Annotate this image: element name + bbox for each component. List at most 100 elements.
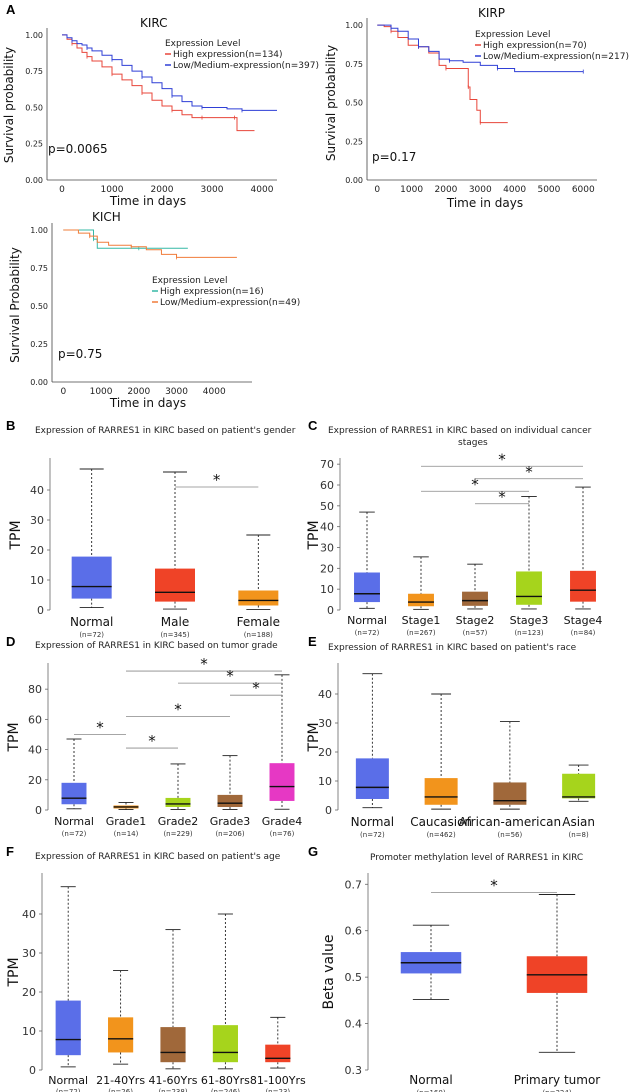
- sample-size-label: (n=188): [244, 631, 273, 639]
- y-tick-label: 40: [318, 688, 332, 701]
- y-axis-label: TPM: [8, 520, 24, 550]
- y-tick-label: 0.4: [345, 1018, 363, 1031]
- legend-entry-1: Low/Medium-expression(n=49): [160, 298, 300, 308]
- category-label: 41-60Yrs: [149, 1074, 198, 1087]
- box-21-40yrs: [108, 1017, 134, 1053]
- significance-star: *: [498, 488, 506, 506]
- sample-size-label: (n=76): [270, 830, 295, 838]
- category-label: Stage3: [510, 614, 549, 627]
- sample-size-label: (n=84): [571, 629, 596, 637]
- x-tick-label: 1000: [90, 387, 113, 397]
- significance-star: *: [96, 718, 104, 736]
- panel-label-d: D: [6, 634, 16, 649]
- panel-label-c: C: [308, 418, 318, 433]
- y-tick-label: 50: [320, 500, 334, 513]
- box-grade4: [269, 763, 295, 801]
- box-grade3: [217, 794, 243, 807]
- survival-curve-series-0: [377, 24, 508, 124]
- category-label: African-american: [459, 815, 561, 829]
- x-tick-label: 4000: [503, 185, 526, 195]
- category-label: 21-40Yrs: [96, 1074, 145, 1087]
- x-axis-label: Time in days: [446, 196, 523, 210]
- box-african-american: [493, 782, 527, 805]
- x-tick-label: 0: [59, 185, 65, 195]
- significance-star: *: [252, 679, 260, 697]
- sample-size-label: (n=8): [569, 831, 589, 839]
- sample-size-label: (n=72): [62, 830, 87, 838]
- panel-label-a: A: [6, 2, 16, 17]
- y-tick-label: 0.50: [25, 103, 43, 112]
- significance-star: *: [525, 463, 533, 481]
- chart-title: Promoter methylation level of RARRES1 in…: [370, 853, 583, 863]
- y-tick-label: 0: [29, 1064, 36, 1077]
- y-tick-label: 10: [318, 775, 332, 788]
- sample-size-label: (n=26): [108, 1088, 133, 1092]
- significance-star: *: [490, 877, 498, 895]
- y-axis-label: TPM: [6, 957, 22, 987]
- sample-size-label: (n=267): [406, 629, 435, 637]
- panel-label-g: G: [308, 844, 319, 859]
- box-stage4: [570, 570, 596, 602]
- box-grade2: [165, 797, 191, 807]
- x-tick-label: 1000: [101, 185, 124, 195]
- significance-star: *: [213, 471, 221, 489]
- x-tick-label: 2000: [435, 185, 458, 195]
- box-61-80yrs: [212, 1025, 238, 1063]
- box-stage1: [408, 593, 434, 607]
- y-tick-label: 0: [325, 804, 332, 817]
- y-tick-label: 40: [320, 521, 334, 534]
- x-tick-label: 2000: [127, 387, 150, 397]
- significance-star: *: [498, 450, 506, 468]
- chart-title: KIRC: [140, 16, 168, 30]
- legend-title: Expression Level: [165, 39, 240, 49]
- sample-size-label: (n=123): [514, 629, 543, 637]
- sample-size-label: (n=72): [56, 1088, 81, 1092]
- sample-size-label: (n=324): [542, 1089, 571, 1092]
- chart-title: Expression of RARRES1 in KIRC based on t…: [35, 641, 278, 651]
- category-label: Normal: [351, 815, 394, 829]
- sample-size-label: (n=72): [355, 629, 380, 637]
- category-label: Male: [161, 615, 189, 629]
- y-tick-label: 40: [30, 484, 44, 497]
- p-value-label: p=0.75: [58, 347, 102, 361]
- category-label: Normal: [409, 1073, 452, 1087]
- x-tick-label: 5000: [537, 185, 560, 195]
- y-tick-label: 30: [318, 717, 332, 730]
- legend-entry-0: High expression(n=70): [483, 41, 587, 51]
- sample-size-label: (n=229): [163, 830, 192, 838]
- y-tick-label: 0.25: [25, 140, 43, 149]
- y-tick-label: 40: [28, 744, 42, 757]
- y-tick-label: 10: [320, 583, 334, 596]
- x-tick-label: 4000: [203, 387, 226, 397]
- category-label: Stage4: [564, 614, 603, 627]
- category-label: 61-80Yrs: [201, 1074, 250, 1087]
- y-tick-label: 0.25: [30, 340, 48, 349]
- sample-size-label: (n=56): [498, 831, 523, 839]
- y-tick-label: 30: [22, 947, 36, 960]
- x-axis-label: Time in days: [109, 194, 186, 208]
- sample-size-label: (n=72): [360, 831, 385, 839]
- y-axis-label: Survival probability: [2, 47, 16, 163]
- sample-size-label: (n=238): [158, 1088, 187, 1092]
- sample-size-label: (n=14): [114, 830, 139, 838]
- y-tick-label: 70: [320, 458, 334, 471]
- y-tick-label: 0.7: [345, 878, 363, 891]
- chart-title: Expression of RARRES1 in KIRC based on p…: [35, 426, 296, 436]
- sample-size-label: (n=57): [463, 629, 488, 637]
- box-41-60yrs: [160, 1027, 186, 1063]
- panel-label-f: F: [6, 844, 14, 859]
- sample-size-label: (n=246): [211, 1088, 240, 1092]
- category-label: Normal: [54, 815, 94, 828]
- category-label: Grade4: [262, 815, 303, 828]
- x-tick-label: 4000: [251, 185, 274, 195]
- category-label: Stage1: [402, 614, 441, 627]
- category-label: Grade2: [158, 815, 199, 828]
- x-axis-label: Time in days: [109, 396, 186, 410]
- category-label: Caucasion: [410, 815, 472, 829]
- category-label: Normal: [48, 1074, 88, 1087]
